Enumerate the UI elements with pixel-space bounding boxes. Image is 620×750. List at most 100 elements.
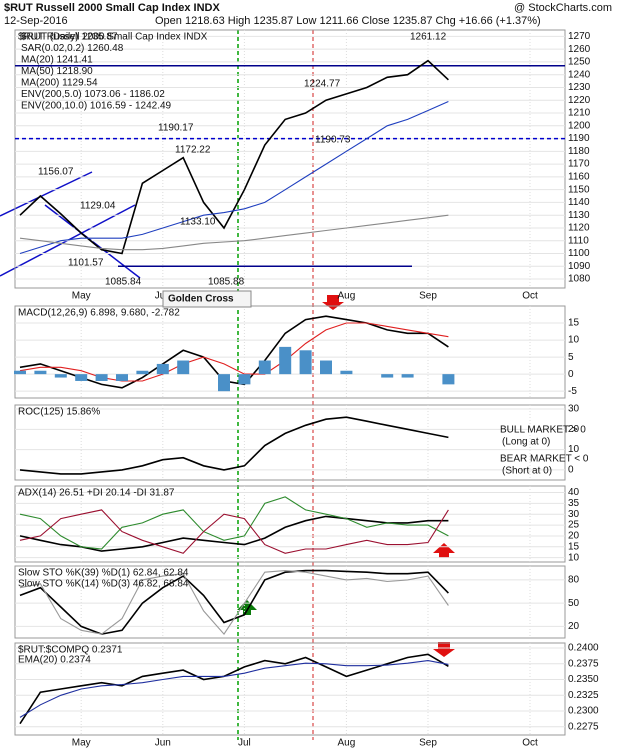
- x-tick-label: Jul: [238, 738, 251, 749]
- roc-annotation: BULL MARKET > 0: [500, 425, 586, 436]
- panel-frame: [14, 305, 566, 399]
- series-line: [19, 315, 449, 389]
- series-line: [19, 322, 449, 382]
- y-tick-label: 1130: [568, 210, 590, 221]
- price-annotation: 1133.10: [180, 217, 216, 228]
- histogram-bar: [381, 374, 394, 378]
- panel-title: ADX(14) 26.51 +DI 20.14 -DI 31.87: [18, 488, 175, 499]
- y-tick-label: 1250: [568, 57, 591, 68]
- y-tick-label: 1260: [568, 44, 591, 55]
- x-tick-label: May: [72, 291, 91, 302]
- y-tick-label: 20: [568, 531, 580, 542]
- y-tick-label: 1200: [568, 120, 591, 131]
- y-tick-label: 20: [568, 621, 580, 632]
- legend-entry: EMA(20) 0.2374: [18, 655, 91, 666]
- histogram-bar: [177, 360, 190, 375]
- price-annotation: 1190.17: [158, 123, 194, 134]
- y-tick-label: 15: [568, 541, 580, 552]
- y-tick-label: 1120: [568, 223, 590, 234]
- panel-title: MACD(12,26,9) 6.898, 9.680, -2.782: [18, 308, 180, 319]
- histogram-bar: [442, 374, 455, 385]
- x-tick-label: Oct: [522, 291, 538, 302]
- histogram-bar: [401, 374, 414, 378]
- roc-annotation: BEAR MARKET < 0: [500, 454, 589, 465]
- x-tick-label: Oct: [522, 738, 538, 749]
- x-tick-label: Aug: [338, 738, 356, 749]
- legend-entry: MA(200) 1129.54: [21, 78, 98, 89]
- trend-line: [0, 171, 93, 217]
- x-tick-label: May: [72, 738, 91, 749]
- panel-frame: [14, 29, 566, 289]
- arrow-down: [433, 642, 455, 657]
- histogram-bar: [258, 360, 271, 375]
- y-tick-label: 0.2275: [568, 721, 599, 732]
- panel-frame: [14, 565, 566, 639]
- y-tick-label: 1150: [568, 184, 590, 195]
- price-annotation: 1224.77: [304, 79, 341, 90]
- y-tick-label: 10: [568, 444, 580, 455]
- y-tick-label: 0.2400: [568, 643, 599, 654]
- y-tick-label: 0.2350: [568, 674, 599, 685]
- chart-title: $RUT Russell 2000 Small Cap Index INDX: [4, 2, 220, 14]
- legend-entry: ENV(200,10.0) 1016.59 - 1242.49: [21, 101, 172, 112]
- y-tick-label: 1090: [568, 261, 591, 272]
- y-tick-label: 80: [568, 575, 580, 586]
- histogram-bar: [116, 374, 128, 381]
- y-tick-label: 1140: [568, 197, 590, 208]
- y-tick-label: 0.2300: [568, 706, 599, 717]
- y-tick-label: 1170: [568, 159, 590, 170]
- series-line: [19, 515, 449, 552]
- y-tick-label: 1230: [568, 82, 591, 93]
- arrow-down: [322, 295, 344, 310]
- panel-title: $RUT Russell 2000 Small Cap Index INDX: [18, 32, 208, 43]
- panel-title: $RUT:$COMPQ 0.2371: [18, 645, 123, 656]
- roc-annotation: (Long at 0): [502, 437, 550, 448]
- y-tick-label: 0: [568, 369, 574, 380]
- histogram-bar: [156, 363, 169, 375]
- histogram-bar: [238, 374, 251, 385]
- x-tick-label: Jun: [155, 738, 171, 749]
- series-line: [19, 100, 449, 255]
- arrow-up: [237, 600, 257, 615]
- series-line: [19, 660, 449, 718]
- x-tick-label: Sep: [419, 291, 437, 302]
- y-tick-label: 1100: [568, 248, 590, 259]
- y-tick-label: 1220: [568, 95, 591, 106]
- y-tick-label: 0.2325: [568, 690, 599, 701]
- x-tick-label: Aug: [338, 291, 356, 302]
- histogram-bar: [299, 350, 312, 375]
- y-tick-label: 25: [568, 520, 580, 531]
- price-annotation: 1261.12: [410, 32, 447, 43]
- histogram-bar: [136, 370, 149, 375]
- price-annotation: 1085.88: [208, 277, 245, 288]
- y-tick-label: 10: [568, 335, 580, 346]
- y-tick-label: 1210: [568, 108, 591, 119]
- price-annotation: 1101.57: [68, 258, 104, 269]
- callout-text: Golden Cross: [168, 294, 234, 305]
- series-line: [19, 570, 449, 636]
- histogram-bar: [75, 374, 88, 381]
- y-tick-label: 15: [568, 318, 580, 329]
- price-annotation: 1172.22: [175, 145, 211, 156]
- price-annotation: 1129.04: [80, 201, 116, 212]
- y-tick-label: 20: [568, 424, 580, 435]
- panel-title: Slow STO %K(39) %D(1) 62.84, 62.84: [18, 568, 189, 579]
- roc-annotation: (Short at 0): [502, 466, 552, 477]
- plots: 1080109011001110112011301140115011601170…: [14, 29, 599, 749]
- y-tick-label: 5: [568, 352, 574, 363]
- callout-box: [162, 290, 252, 308]
- histogram-bar: [279, 346, 292, 375]
- panel-subtitle: Slow STO %K(14) %D(3) 46.82, 68.84: [18, 579, 189, 590]
- y-tick-label: 1160: [568, 172, 590, 183]
- panel-frame: [14, 642, 566, 736]
- legend-entry: MA(50) 1218.90: [21, 66, 93, 77]
- arrow-up: [433, 543, 455, 558]
- y-tick-label: 1180: [568, 146, 590, 157]
- y-tick-label: 50: [568, 598, 580, 609]
- y-tick-label: 1240: [568, 69, 591, 80]
- y-tick-label: 0: [568, 465, 574, 476]
- series-line: [19, 496, 449, 550]
- series-line: [19, 214, 449, 251]
